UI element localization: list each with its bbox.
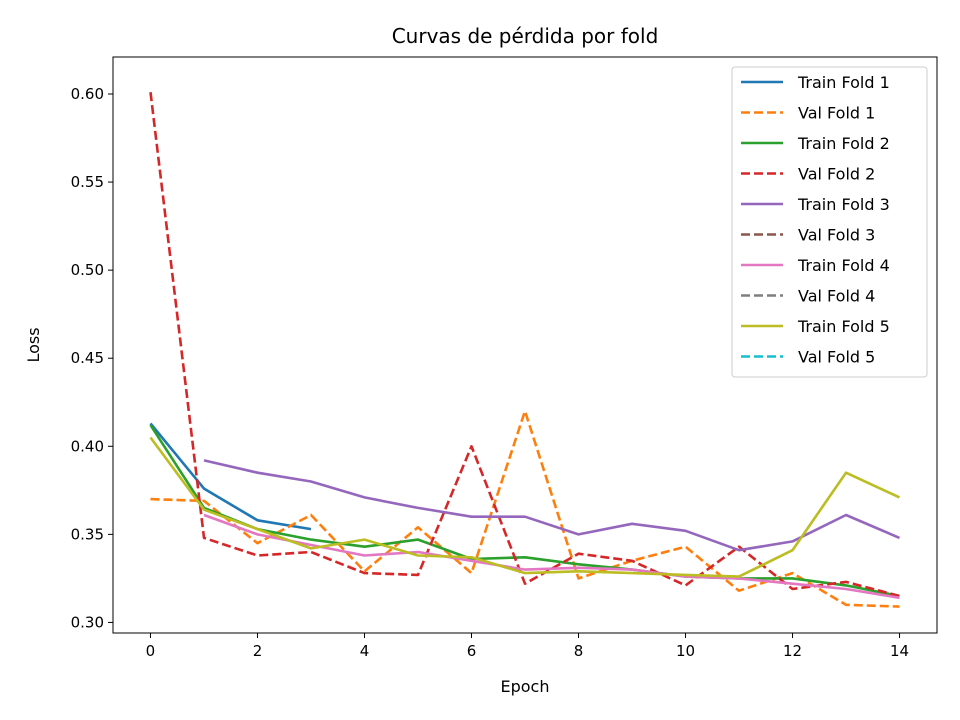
x-tick-label: 6: [467, 642, 477, 660]
legend-label: Val Fold 3: [798, 226, 875, 245]
y-tick-label: 0.55: [71, 173, 104, 191]
y-tick-label: 0.45: [71, 349, 104, 367]
legend-label: Val Fold 4: [798, 287, 875, 306]
x-axis: 0 2 4 6 8 10 12 14: [146, 633, 909, 660]
legend-label: Val Fold 5: [798, 348, 875, 367]
x-tick-label: 0: [146, 642, 156, 660]
y-tick-label: 0.30: [71, 613, 104, 631]
series-layer: [149, 92, 901, 608]
legend-label: Train Fold 1: [797, 73, 890, 92]
series-line-train-fold-1: [149, 422, 312, 531]
x-axis-label: Epoch: [501, 677, 550, 696]
plot-frame: [112, 56, 938, 634]
y-tick-label: 0.50: [71, 261, 104, 279]
series-line-train-fold-4: [203, 513, 900, 600]
x-tick-label: 14: [890, 642, 909, 660]
series-line-train-fold-2: [149, 424, 900, 598]
y-tick-label: 0.60: [71, 85, 104, 103]
series-line-val-fold-2: [149, 92, 900, 598]
legend-label: Val Fold 1: [798, 104, 875, 123]
legend: Train Fold 1 Val Fold 1 Train Fold 2 Val …: [731, 66, 928, 378]
legend-label: Train Fold 2: [797, 134, 890, 153]
series-line-train-fold-5: [149, 436, 901, 578]
x-tick-label: 8: [574, 642, 584, 660]
legend-label: Train Fold 5: [797, 317, 890, 336]
x-tick-label: 2: [253, 642, 263, 660]
legend-box: [731, 66, 928, 378]
series-line-train-fold-3: [203, 459, 901, 552]
legend-label: Val Fold 2: [798, 165, 875, 184]
x-tick-label: 4: [360, 642, 370, 660]
chart-title: Curvas de pérdida por fold: [392, 24, 659, 48]
y-axis: 0.30 0.35 0.40 0.45 0.50 0.55 0.60: [71, 85, 113, 631]
x-tick-label: 10: [676, 642, 695, 660]
y-tick-label: 0.40: [71, 437, 104, 455]
legend-label: Train Fold 3: [797, 195, 890, 214]
y-axis-label: Loss: [24, 327, 43, 362]
y-tick-label: 0.35: [71, 525, 104, 543]
x-tick-label: 12: [783, 642, 802, 660]
legend-label: Train Fold 4: [797, 256, 890, 275]
